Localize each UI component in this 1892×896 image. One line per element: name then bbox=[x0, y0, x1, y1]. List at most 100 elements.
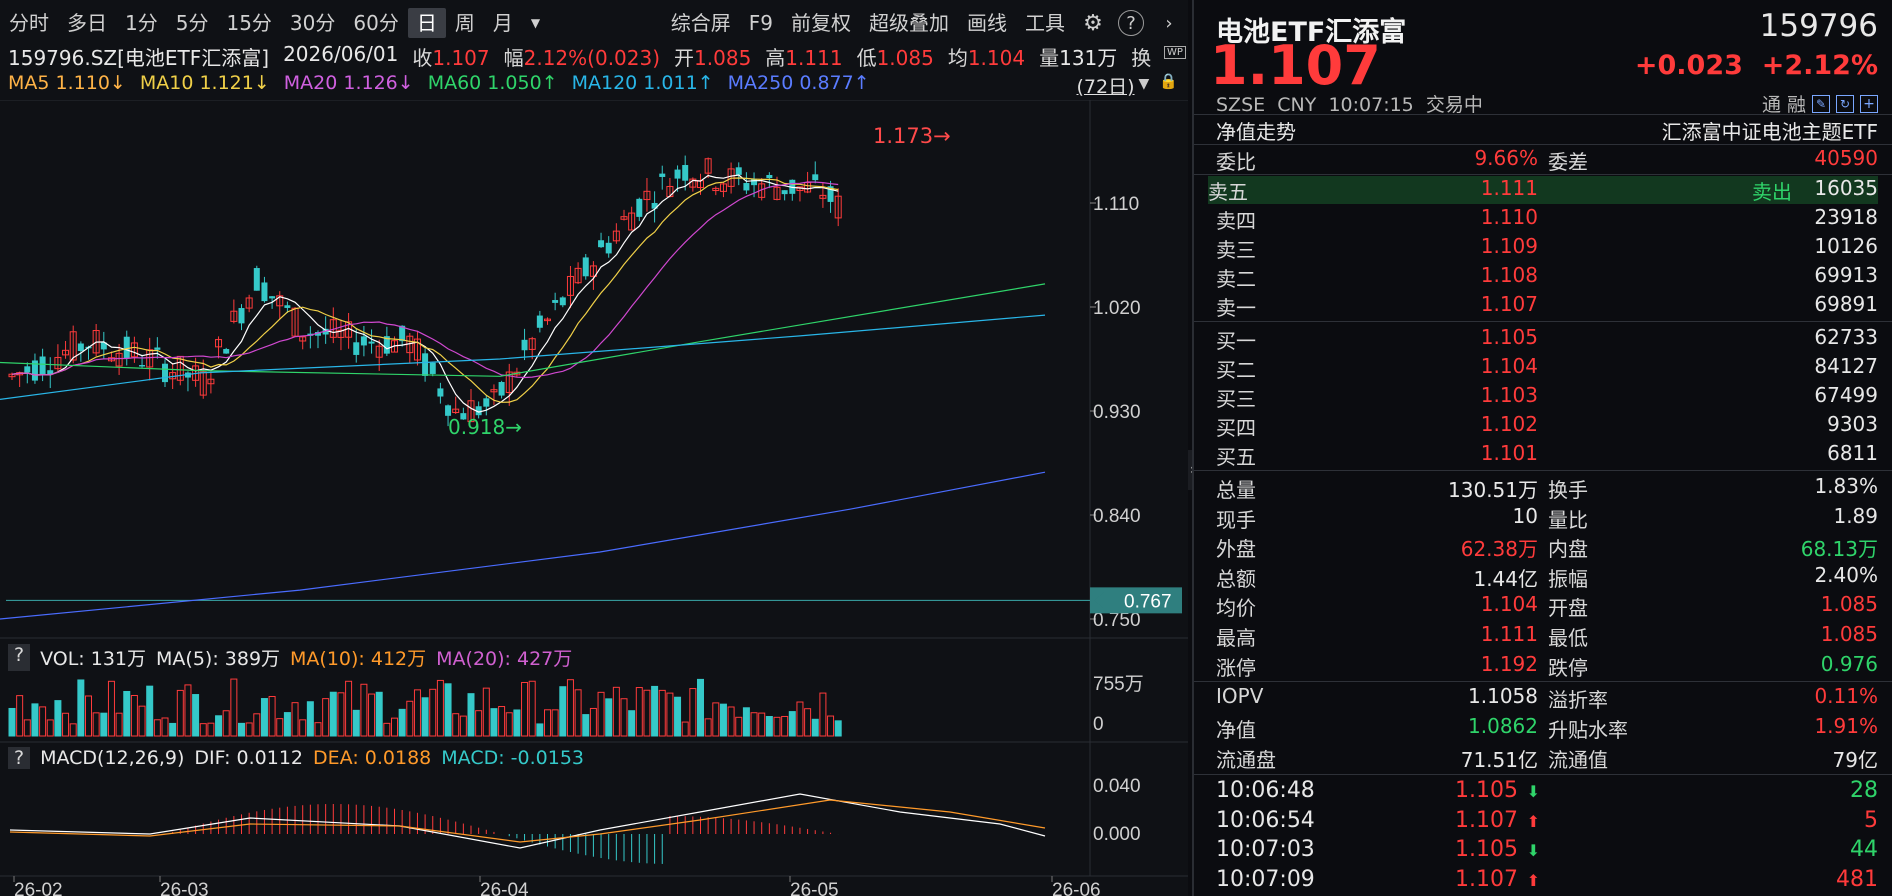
volume-bar bbox=[735, 716, 743, 737]
tab-60min[interactable]: 60分 bbox=[353, 11, 399, 35]
volume-bar bbox=[482, 687, 490, 737]
stat-value: 68.13万 bbox=[1800, 537, 1878, 562]
bid-label: 买二 bbox=[1216, 358, 1256, 382]
candle-body bbox=[498, 382, 505, 396]
tool-huaxian[interactable]: 画线 bbox=[967, 11, 1007, 35]
date-label: 26-02 bbox=[14, 880, 63, 896]
tab-30min[interactable]: 30分 bbox=[289, 11, 336, 35]
volume-bar bbox=[827, 715, 835, 737]
chevron-right-icon[interactable]: › bbox=[1165, 12, 1173, 34]
period-selector[interactable]: (72日) bbox=[1076, 76, 1135, 98]
macd-axis-bottom: 0.000 bbox=[1093, 824, 1141, 845]
turnover-label: 换 bbox=[1131, 46, 1152, 70]
nav-trend-link[interactable]: 净值走势 bbox=[1216, 120, 1296, 144]
tool-chaoji[interactable]: 超级叠加 bbox=[869, 11, 949, 35]
stat-label: 振幅 bbox=[1548, 566, 1588, 591]
volume-bar bbox=[391, 717, 398, 737]
tick-volume: 44 bbox=[1850, 837, 1878, 862]
chart-area[interactable]: 分时 多日 1分 5分 15分 30分 60分 日 周 月 ▼ 综合屏 F9 前… bbox=[0, 0, 1188, 896]
tab-day[interactable]: 日 bbox=[407, 8, 446, 38]
nav-row[interactable]: 净值走势 汇添富中证电池主题ETF bbox=[1216, 116, 1878, 144]
volume-bar bbox=[505, 712, 513, 737]
candle-body bbox=[521, 339, 528, 351]
gear-icon[interactable]: ⚙ bbox=[1083, 10, 1103, 36]
tick-row: 10:06:54 1.107 ⬆ 5 bbox=[1216, 808, 1878, 836]
tool-zonghe[interactable]: 综合屏 bbox=[670, 11, 731, 35]
tab-week[interactable]: 周 bbox=[454, 11, 475, 35]
vol-legend: ? VOL: 131万 MA(5): 389万 MA(10): 412万 MA(… bbox=[8, 644, 572, 671]
ma250-label: MA250 0.877↑ bbox=[727, 72, 870, 94]
wp-icon[interactable]: WP bbox=[1164, 46, 1186, 59]
volume-bar bbox=[452, 713, 460, 737]
candle-body bbox=[284, 305, 291, 308]
lock-icon[interactable]: 🔒 bbox=[1159, 72, 1178, 90]
stat-label: 跌停 bbox=[1548, 655, 1588, 680]
candle-body bbox=[437, 388, 444, 397]
tab-5min[interactable]: 5分 bbox=[175, 11, 209, 35]
macd-axis-top: 0.040 bbox=[1093, 776, 1141, 797]
stat-value: 1.44亿 bbox=[1473, 566, 1538, 591]
candle-body bbox=[659, 173, 666, 177]
candle-body bbox=[528, 338, 536, 350]
chevron-down-icon[interactable]: ▼ bbox=[1138, 76, 1150, 92]
volume-bar bbox=[666, 692, 674, 737]
tab-15min[interactable]: 15分 bbox=[226, 11, 272, 35]
tab-duori[interactable]: 多日 bbox=[67, 11, 107, 35]
tong-label: 通 bbox=[1761, 94, 1781, 116]
volume-bar bbox=[245, 722, 253, 737]
price-tick-label: 0.840 bbox=[1093, 506, 1141, 527]
stat-label: 现手 bbox=[1216, 507, 1256, 532]
bid-label: 买一 bbox=[1216, 329, 1256, 353]
tab-fenshi[interactable]: 分时 bbox=[9, 11, 49, 35]
tool-f9[interactable]: F9 bbox=[748, 11, 773, 35]
ask-label: 卖五 bbox=[1208, 180, 1248, 204]
refresh-icon[interactable]: ↻ bbox=[1836, 94, 1854, 113]
macd-help[interactable]: ? bbox=[8, 747, 31, 769]
candle-body bbox=[139, 365, 146, 367]
candle-body bbox=[383, 336, 390, 354]
volume-bar bbox=[146, 685, 154, 737]
tool-qianfuquan[interactable]: 前复权 bbox=[791, 11, 851, 35]
tick-row: 10:06:48 1.105 ⬇ 28 bbox=[1216, 778, 1878, 806]
period-dropdown-icon[interactable]: ▼ bbox=[530, 16, 541, 30]
add-icon[interactable]: + bbox=[1860, 94, 1878, 113]
candle-body bbox=[47, 370, 54, 375]
bid-volume: 9303 bbox=[1827, 412, 1878, 436]
stat-label: 总量 bbox=[1216, 478, 1256, 502]
volume-bar bbox=[276, 718, 284, 737]
candle-body bbox=[544, 318, 551, 322]
candle-body bbox=[223, 349, 230, 354]
volume-bar bbox=[804, 708, 812, 737]
candle-body bbox=[605, 242, 612, 254]
volume-bar bbox=[765, 716, 773, 737]
candle-body bbox=[238, 308, 245, 324]
volume-bar bbox=[536, 723, 544, 737]
edit-icon[interactable]: ✎ bbox=[1812, 94, 1830, 113]
tab-month[interactable]: 月 bbox=[492, 11, 513, 35]
volume-bar bbox=[467, 693, 475, 737]
bid-label: 买三 bbox=[1216, 387, 1256, 411]
tool-gongju[interactable]: 工具 bbox=[1025, 11, 1065, 35]
weibi-row: 委比 9.66% 委差 40590 bbox=[1216, 146, 1878, 174]
volume-bar bbox=[238, 722, 245, 737]
candle-body bbox=[536, 315, 543, 328]
stat-value: 1.83% bbox=[1814, 474, 1878, 498]
volume-bar bbox=[299, 719, 307, 737]
help-icon[interactable]: ? bbox=[1118, 10, 1144, 36]
price-marker-label: 0.767 bbox=[1124, 591, 1172, 612]
vol-ma10: MA(10): 412万 bbox=[290, 648, 427, 670]
vol-help[interactable]: ? bbox=[8, 644, 31, 671]
ask-volume: 23918 bbox=[1814, 205, 1878, 229]
tab-1min[interactable]: 1分 bbox=[125, 11, 158, 35]
stat-label: 最高 bbox=[1216, 626, 1256, 650]
stat-label: 量比 bbox=[1548, 507, 1588, 532]
ma20-line bbox=[11, 181, 839, 379]
candle-body bbox=[207, 378, 215, 385]
stock-code: 159796 bbox=[1759, 8, 1878, 44]
candle-body bbox=[54, 356, 62, 370]
stat-label: 总额 bbox=[1216, 566, 1256, 591]
volume-bar bbox=[375, 691, 383, 737]
candle-body bbox=[269, 296, 276, 299]
change-value: 2.12%(0.023) bbox=[523, 46, 661, 70]
